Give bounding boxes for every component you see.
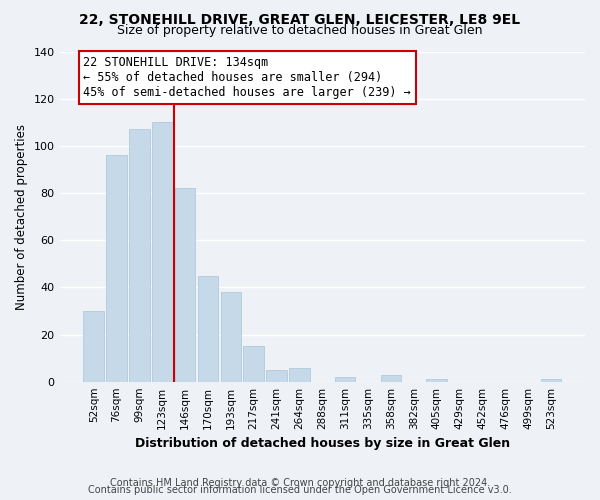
Bar bbox=[129, 130, 150, 382]
Bar bbox=[266, 370, 287, 382]
Bar bbox=[541, 380, 561, 382]
Y-axis label: Number of detached properties: Number of detached properties bbox=[15, 124, 28, 310]
Text: 22 STONEHILL DRIVE: 134sqm
← 55% of detached houses are smaller (294)
45% of sem: 22 STONEHILL DRIVE: 134sqm ← 55% of deta… bbox=[83, 56, 411, 99]
Bar bbox=[221, 292, 241, 382]
Bar bbox=[426, 380, 447, 382]
Bar bbox=[289, 368, 310, 382]
Bar bbox=[244, 346, 264, 382]
Bar bbox=[83, 311, 104, 382]
Bar bbox=[198, 276, 218, 382]
Bar bbox=[106, 156, 127, 382]
Bar bbox=[152, 122, 173, 382]
Text: 22, STONEHILL DRIVE, GREAT GLEN, LEICESTER, LE8 9EL: 22, STONEHILL DRIVE, GREAT GLEN, LEICEST… bbox=[79, 12, 521, 26]
X-axis label: Distribution of detached houses by size in Great Glen: Distribution of detached houses by size … bbox=[135, 437, 510, 450]
Text: Contains HM Land Registry data © Crown copyright and database right 2024.: Contains HM Land Registry data © Crown c… bbox=[110, 478, 490, 488]
Bar bbox=[175, 188, 196, 382]
Bar bbox=[380, 374, 401, 382]
Bar bbox=[335, 377, 355, 382]
Text: Contains public sector information licensed under the Open Government Licence v3: Contains public sector information licen… bbox=[88, 485, 512, 495]
Text: Size of property relative to detached houses in Great Glen: Size of property relative to detached ho… bbox=[117, 24, 483, 37]
